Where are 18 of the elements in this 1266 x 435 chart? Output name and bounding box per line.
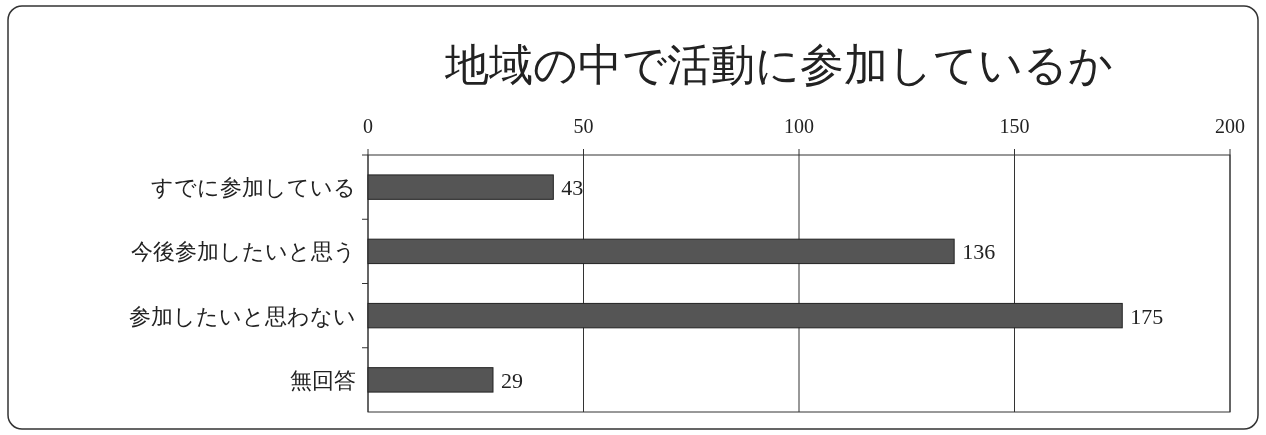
data-label: 136 <box>962 239 996 265</box>
y-tick-label: 無回答 <box>290 367 356 393</box>
data-label: 29 <box>500 367 523 393</box>
bar <box>367 302 1123 329</box>
bar <box>367 238 955 265</box>
x-tick-label: 50 <box>573 115 594 137</box>
chart-title: 地域の中で活動に参加しているか <box>444 39 1113 90</box>
x-tick-label: 100 <box>784 115 814 137</box>
y-tick-label: 参加したいと思わない <box>129 303 356 329</box>
bar <box>367 174 554 200</box>
x-tick-label: 150 <box>999 115 1030 137</box>
y-tick-label: 今後参加したいと思う <box>131 239 356 265</box>
x-tick-label: 200 <box>1215 115 1245 137</box>
data-label: 175 <box>1130 303 1164 329</box>
data-label: 43 <box>561 175 584 201</box>
bar <box>367 367 494 393</box>
x-tick-label: 0 <box>363 115 373 137</box>
y-tick-label: すでに参加している <box>151 175 356 201</box>
